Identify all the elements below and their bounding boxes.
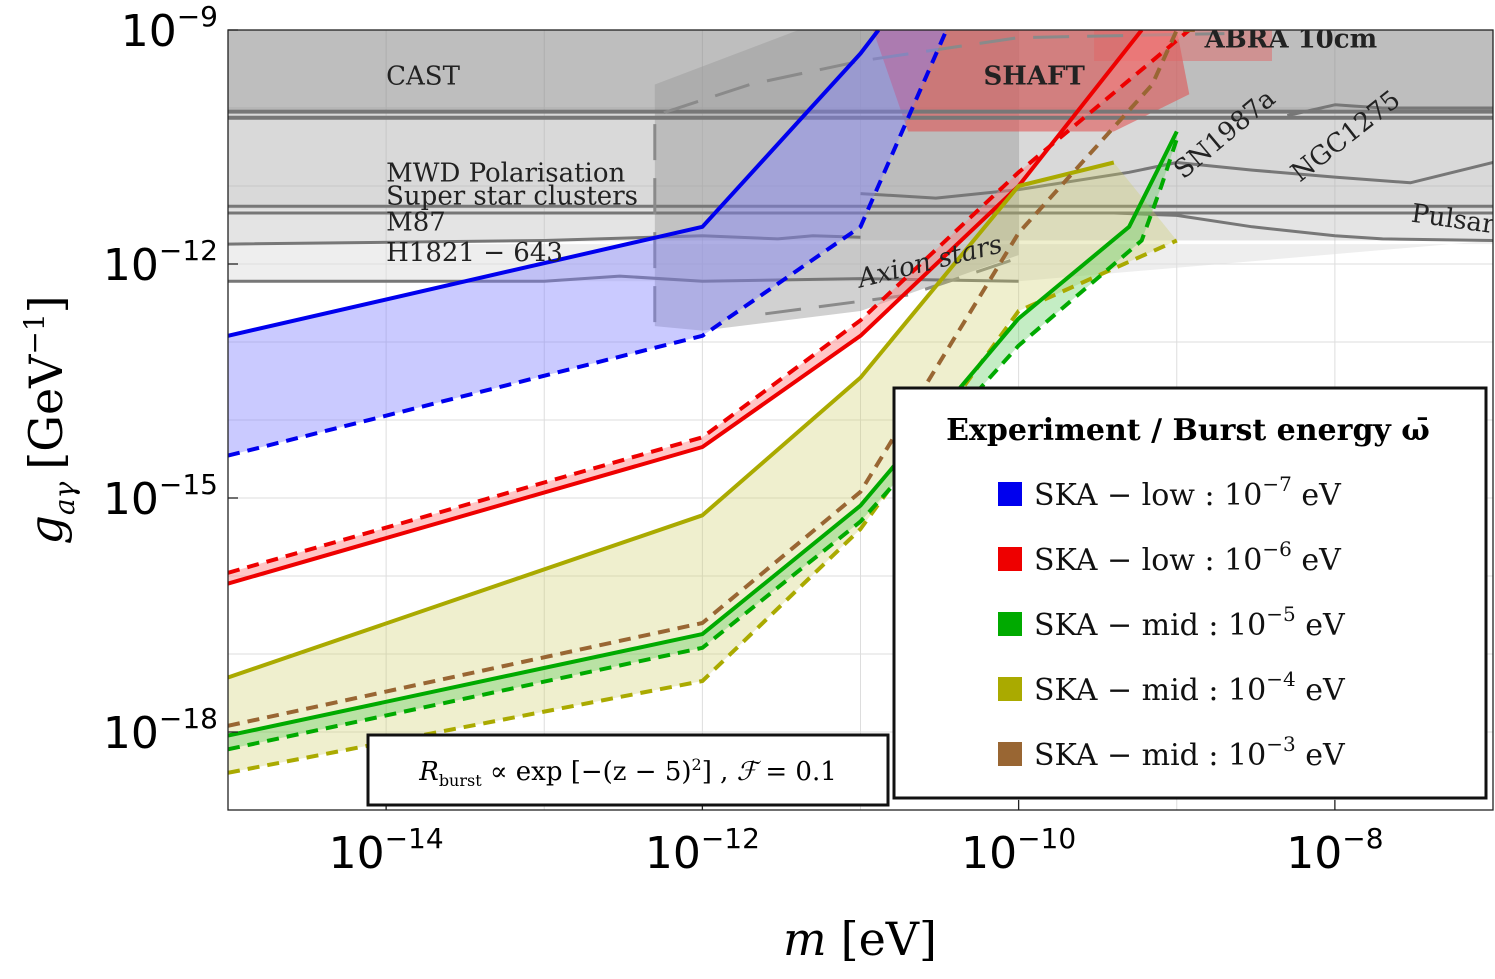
series-line	[228, 30, 1191, 575]
plot-frame	[227, 29, 1494, 811]
legend-entry-label: SKA − mid : 10−5 eV	[1034, 602, 1346, 643]
legend-swatch	[998, 482, 1022, 506]
exclusion-abra-10cm	[1094, 30, 1272, 61]
legend-entry-label: SKA − mid : 10−4 eV	[1034, 667, 1346, 708]
y-tick-label: 10−9	[121, 0, 218, 57]
series-line	[228, 30, 949, 458]
contour-line	[1286, 103, 1493, 118]
axion-stars-lower-boundary	[765, 256, 1020, 316]
label-super-star-clusters: Super star clusters	[386, 181, 638, 211]
legend-title: Experiment / Burst energy ω̄	[946, 413, 1430, 448]
sensitivity-bands	[228, 30, 1190, 773]
series-line	[228, 130, 1179, 738]
series-line	[228, 160, 1115, 680]
legend-entry-label: SKA − mid : 10−3 eV	[1034, 732, 1346, 773]
exclusion-regions	[228, 30, 1493, 331]
contour-line	[860, 161, 1493, 200]
exclusion-h1821-643	[228, 240, 1493, 282]
series-line	[228, 30, 1144, 586]
y-tick-label: 10−12	[103, 234, 218, 291]
legend-swatch	[998, 677, 1022, 701]
contour-lines	[228, 32, 1493, 323]
label-abra-10cm: ABRA 10cm	[1204, 24, 1378, 54]
axion-stars-boundary	[653, 32, 1225, 323]
legend-entry-label: SKA − low : 10−7 eV	[1034, 472, 1342, 513]
legend-swatch	[998, 612, 1022, 636]
legend-entry-label: SKA − low : 10−6 eV	[1034, 537, 1342, 578]
contour-line	[1113, 211, 1493, 242]
y-tick-label: 10−18	[103, 702, 218, 759]
legend-swatch	[998, 547, 1022, 571]
sensitivity-band	[228, 30, 947, 456]
series-line	[228, 238, 1178, 775]
legend-entries: SKA − low : 10−7 eV SKA − low : 10−6 eV SK…	[998, 472, 1346, 773]
legend-frame	[892, 386, 1488, 800]
legend: Experiment / Burst energy ω̄ SKA − low :…	[892, 386, 1488, 800]
svg-text:Rburst ∝ exp [−(z − 5)2] , ℱ: Rburst ∝ exp [−(z − 5)2] , ℱ = 0.1	[418, 755, 837, 790]
label-mwd-polarisation: MWD Polarisation	[386, 158, 625, 188]
x-tick-label: 10−8	[1286, 822, 1383, 879]
label-shaft: SHAFT	[984, 62, 1086, 92]
label-m87: M87	[386, 207, 446, 237]
x-tick-label: 10−10	[961, 822, 1076, 879]
burst-rate-annotation: Rburst ∝ exp [−(z − 5)2] , ℱ = 0.1	[366, 733, 890, 807]
series-line	[228, 138, 1179, 752]
x-tick-label: 10−14	[329, 822, 444, 879]
sensitivity-lines	[228, 30, 1195, 775]
y-axis-ticks: 10−9 10−12 10−15 10−18	[103, 0, 238, 759]
contour-line	[228, 274, 1019, 283]
series-line	[228, 30, 1195, 728]
label-h1821-643: H1821 − 643	[386, 238, 563, 268]
contour-line	[228, 234, 861, 246]
y-tick-label: 10−15	[103, 468, 218, 525]
y-axis-label: gaγ[GeV−1]	[18, 295, 81, 544]
legend-swatch	[998, 742, 1022, 766]
x-axis-label: m [eV]	[783, 912, 937, 966]
label-cast: CAST	[386, 62, 460, 92]
sensitivity-band	[228, 162, 1177, 773]
x-axis-ticks: 10−14 10−12 10−10 10−8	[329, 800, 1384, 879]
x-tick-label: 10−12	[645, 822, 760, 879]
series-line	[228, 30, 881, 338]
